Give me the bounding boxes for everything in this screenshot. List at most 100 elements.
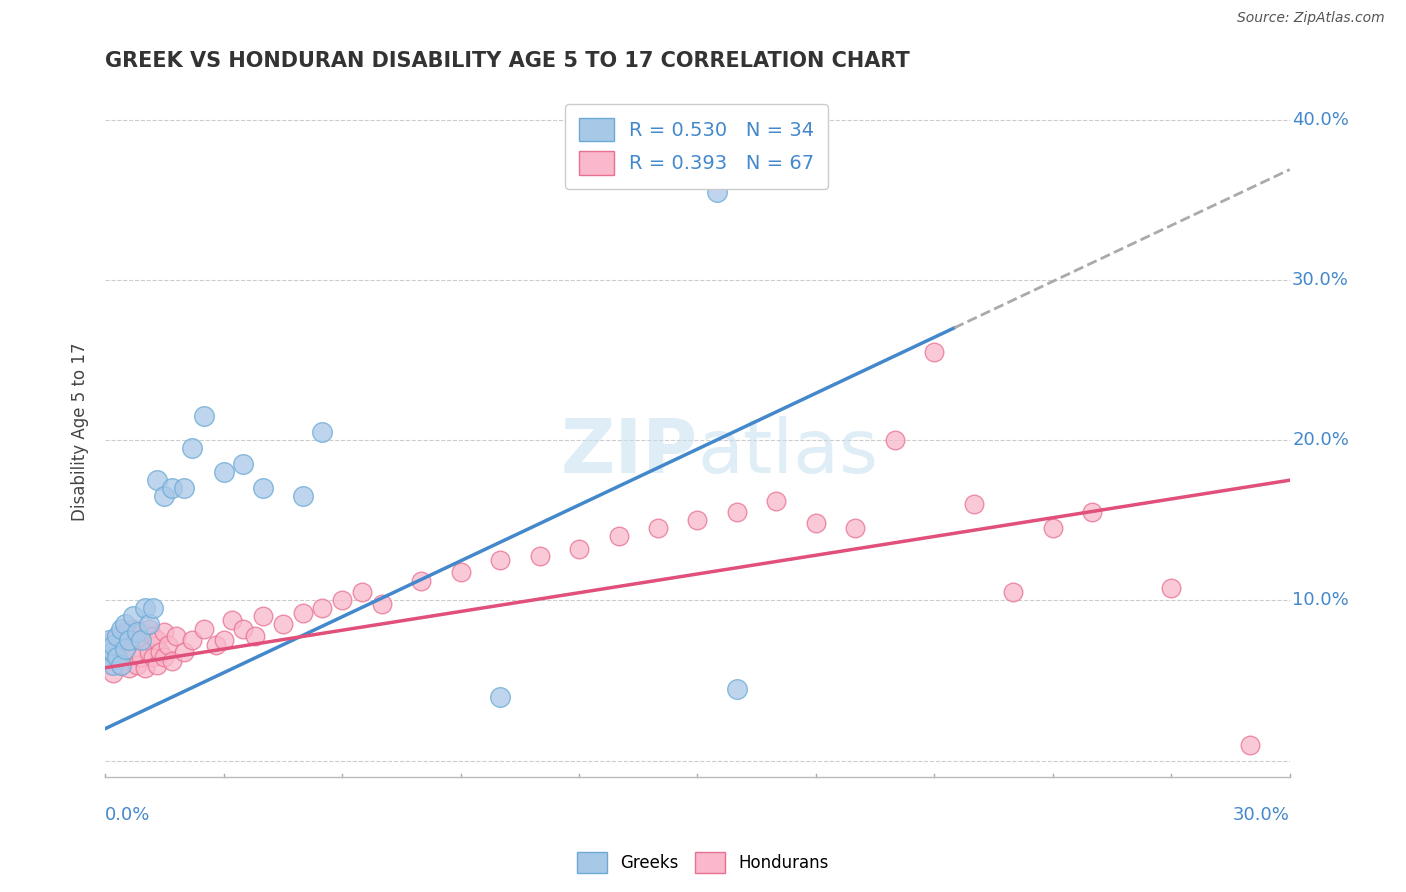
Point xyxy=(165,629,187,643)
Point xyxy=(153,649,176,664)
Point xyxy=(181,633,204,648)
Point xyxy=(129,625,152,640)
Point xyxy=(98,649,121,664)
Point xyxy=(114,641,136,656)
Point xyxy=(125,657,148,672)
Point xyxy=(101,638,124,652)
Text: 10.0%: 10.0% xyxy=(1292,591,1348,609)
Point xyxy=(311,425,333,439)
Text: 20.0%: 20.0% xyxy=(1292,431,1348,450)
Point xyxy=(114,653,136,667)
Point xyxy=(489,553,512,567)
Point xyxy=(963,497,986,511)
Point xyxy=(121,609,143,624)
Point xyxy=(330,593,353,607)
Point xyxy=(138,622,160,636)
Point xyxy=(450,565,472,579)
Point xyxy=(138,645,160,659)
Point xyxy=(98,641,121,656)
Point xyxy=(153,625,176,640)
Point xyxy=(110,657,132,672)
Point xyxy=(647,521,669,535)
Point xyxy=(1160,581,1182,595)
Point xyxy=(134,601,156,615)
Point xyxy=(105,649,128,664)
Point xyxy=(725,681,748,696)
Point xyxy=(157,638,180,652)
Point xyxy=(145,657,167,672)
Point xyxy=(181,441,204,455)
Point xyxy=(844,521,866,535)
Point xyxy=(110,622,132,636)
Point xyxy=(291,606,314,620)
Point xyxy=(142,629,165,643)
Point xyxy=(232,457,254,471)
Text: GREEK VS HONDURAN DISABILITY AGE 5 TO 17 CORRELATION CHART: GREEK VS HONDURAN DISABILITY AGE 5 TO 17… xyxy=(105,51,910,70)
Point xyxy=(271,617,294,632)
Point xyxy=(212,633,235,648)
Point xyxy=(129,633,152,648)
Point xyxy=(121,622,143,636)
Point xyxy=(686,169,709,183)
Legend: Greeks, Hondurans: Greeks, Hondurans xyxy=(571,846,835,880)
Text: atlas: atlas xyxy=(697,417,879,490)
Text: ZIP: ZIP xyxy=(560,417,697,490)
Point xyxy=(173,645,195,659)
Point xyxy=(110,657,132,672)
Point xyxy=(121,645,143,659)
Text: 0.0%: 0.0% xyxy=(105,805,150,823)
Point xyxy=(162,481,184,495)
Point xyxy=(110,629,132,643)
Point xyxy=(311,601,333,615)
Point xyxy=(1042,521,1064,535)
Point xyxy=(804,516,827,531)
Point xyxy=(101,645,124,659)
Point xyxy=(607,529,630,543)
Point xyxy=(162,654,184,668)
Point xyxy=(101,633,124,648)
Point xyxy=(105,629,128,643)
Point xyxy=(138,617,160,632)
Point xyxy=(98,641,121,656)
Point xyxy=(489,690,512,704)
Point xyxy=(232,622,254,636)
Point xyxy=(98,633,121,648)
Point xyxy=(212,465,235,479)
Point xyxy=(686,513,709,527)
Text: Source: ZipAtlas.com: Source: ZipAtlas.com xyxy=(1237,12,1385,25)
Point xyxy=(129,649,152,664)
Point xyxy=(118,661,141,675)
Point xyxy=(114,625,136,640)
Point xyxy=(1081,505,1104,519)
Text: 30.0%: 30.0% xyxy=(1233,805,1289,823)
Point xyxy=(134,633,156,648)
Point xyxy=(142,649,165,664)
Point xyxy=(118,633,141,648)
Point xyxy=(370,597,392,611)
Point xyxy=(114,617,136,632)
Point xyxy=(725,505,748,519)
Point xyxy=(765,494,787,508)
Point xyxy=(193,622,215,636)
Point xyxy=(245,629,267,643)
Point xyxy=(568,542,591,557)
Legend: R = 0.530   N = 34, R = 0.393   N = 67: R = 0.530 N = 34, R = 0.393 N = 67 xyxy=(565,104,828,188)
Point xyxy=(101,657,124,672)
Point xyxy=(221,613,243,627)
Text: 40.0%: 40.0% xyxy=(1292,111,1348,128)
Point xyxy=(153,489,176,503)
Point xyxy=(98,657,121,672)
Point xyxy=(105,649,128,664)
Point xyxy=(252,481,274,495)
Point xyxy=(118,633,141,648)
Point xyxy=(142,601,165,615)
Point xyxy=(134,661,156,675)
Point xyxy=(350,585,373,599)
Point xyxy=(149,645,172,659)
Point xyxy=(193,409,215,423)
Y-axis label: Disability Age 5 to 17: Disability Age 5 to 17 xyxy=(72,343,89,521)
Point xyxy=(1002,585,1025,599)
Text: 30.0%: 30.0% xyxy=(1292,271,1348,289)
Point xyxy=(105,638,128,652)
Point xyxy=(173,481,195,495)
